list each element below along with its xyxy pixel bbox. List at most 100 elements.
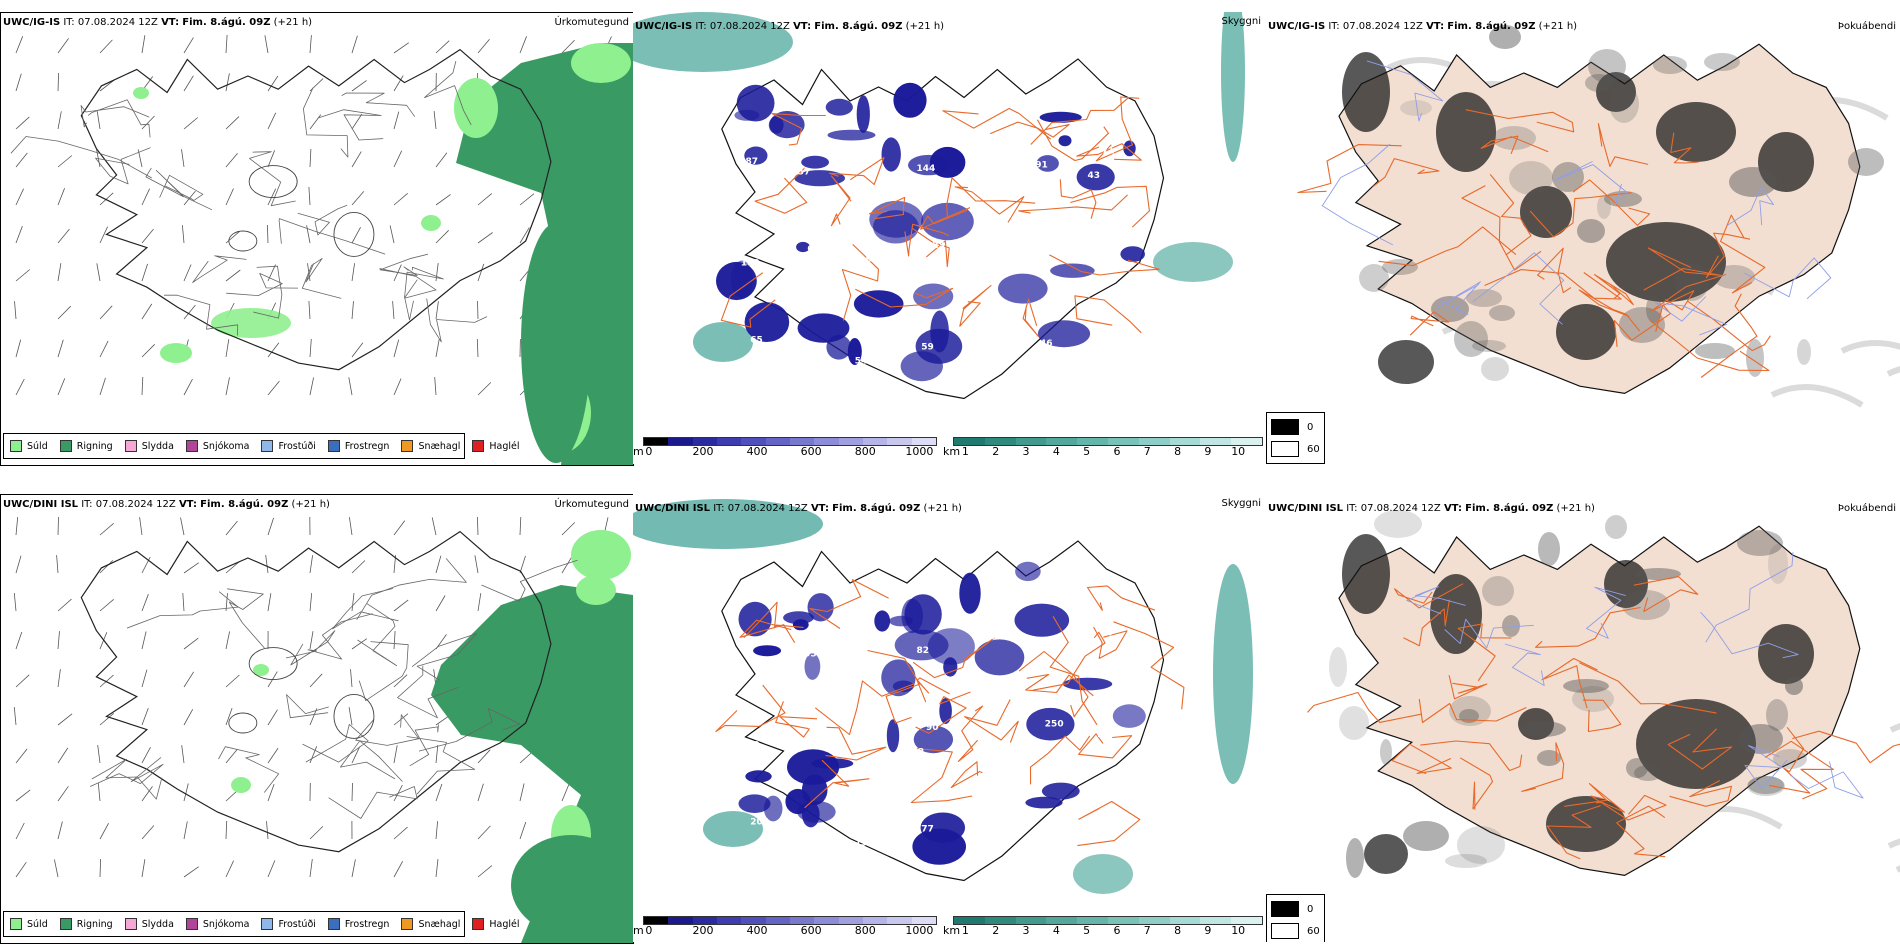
legend-label: Slydda <box>141 918 174 930</box>
wind-barb <box>57 38 69 54</box>
colorbar-tick: 400 <box>746 445 768 458</box>
wind-barb <box>96 111 101 130</box>
legend-label: Rigning <box>76 918 113 930</box>
wind-barb <box>393 861 404 878</box>
road-line <box>1077 800 1141 847</box>
road-line <box>1095 96 1140 162</box>
wind-barb <box>267 150 275 168</box>
low-cloud-area <box>825 98 853 116</box>
drizzle-area <box>253 664 269 676</box>
road-line <box>1597 123 1649 167</box>
wind-barb <box>435 595 446 612</box>
wind-barb <box>180 517 185 536</box>
ceiling-label: 24 <box>869 814 882 824</box>
ceiling-label: 110 <box>974 835 993 845</box>
fog-index-area <box>1656 102 1736 162</box>
drizzle-area <box>421 215 441 231</box>
legend-item: Frostregn <box>327 440 389 452</box>
colorbar-tick: 10 <box>1231 924 1246 937</box>
colorbar-strip <box>953 437 1263 446</box>
wind-barb <box>267 342 280 358</box>
road-line <box>1059 179 1097 219</box>
wind-barb <box>309 631 314 650</box>
colorbar-tick: 800 <box>854 924 876 937</box>
wind-barb <box>141 376 144 396</box>
colorbar-tick: 7 <box>1143 445 1151 458</box>
road-line <box>1022 298 1039 337</box>
wind-barb <box>141 594 149 612</box>
ceiling-label: 64 <box>974 353 987 363</box>
coastline <box>80 48 552 371</box>
road-line <box>1579 662 1717 714</box>
road-line <box>1435 281 1481 315</box>
fog-index-area <box>1605 515 1627 539</box>
wind-barb <box>99 79 115 92</box>
colorbar-tick: 7 <box>1143 924 1151 937</box>
road-line <box>95 147 151 185</box>
fog-index-area <box>1585 74 1613 92</box>
fog-index-area <box>1374 510 1422 538</box>
road-line <box>1037 119 1109 162</box>
fog-legend-row: 60 <box>1271 438 1320 460</box>
wind-barb <box>54 859 59 878</box>
wind-barb <box>97 745 101 764</box>
colorbar-tick: 2 <box>992 445 1000 458</box>
visibility-area <box>693 322 753 362</box>
low-cloud-area <box>763 795 783 822</box>
low-cloud-area <box>827 129 876 141</box>
fog-index-area <box>1596 72 1636 112</box>
road-line <box>1726 186 1775 226</box>
fog-index-area <box>1604 560 1648 608</box>
ceiling-label: 54 <box>855 357 868 367</box>
wind-barb <box>182 225 185 244</box>
wind-barb <box>267 860 276 878</box>
fog-legend: 0 60 <box>1266 412 1325 464</box>
wind-barb <box>141 35 146 54</box>
legend-item: Rigning <box>59 918 113 930</box>
road-line <box>1032 631 1106 691</box>
ceiling-label: 57 <box>1102 629 1115 639</box>
wind-barb <box>267 517 274 536</box>
wind-barb <box>393 826 408 840</box>
wind-barb <box>99 823 109 840</box>
ceiling-label: 65 <box>750 336 763 346</box>
road-line <box>904 223 950 257</box>
wind-barb <box>267 747 279 764</box>
road-line <box>226 273 299 296</box>
colorbar-tick: 0 <box>645 445 653 458</box>
road-line <box>1391 743 1452 775</box>
wind-barb <box>225 748 238 764</box>
colorbar-tick: 8 <box>1174 445 1182 458</box>
ceiling-label: 80 <box>983 632 996 642</box>
precip-map-row2 <box>13 516 633 943</box>
wind-barb <box>141 556 151 574</box>
wind-barb <box>309 377 314 396</box>
fog-index-area <box>1403 821 1449 851</box>
wind-barb <box>435 40 450 54</box>
wind-barb <box>309 114 322 130</box>
fog-index-area <box>1454 321 1488 357</box>
fog-index-area <box>1466 289 1502 307</box>
road-line <box>912 227 950 268</box>
low-cloud-area <box>886 719 900 753</box>
wind-barb <box>519 783 525 802</box>
road-line <box>356 558 467 620</box>
drizzle-area <box>571 43 631 83</box>
wind-barb <box>141 303 153 320</box>
low-cloud-area <box>792 619 809 631</box>
wind-barb <box>141 263 148 282</box>
wind-barb <box>309 673 323 688</box>
ceiling-label: 63 <box>912 266 925 276</box>
wind-barb <box>267 112 277 130</box>
wind-barb <box>393 745 398 764</box>
low-cloud-area <box>1112 704 1146 728</box>
ceiling-label: 83 <box>978 734 991 744</box>
legend-label: Frostúði <box>278 440 316 452</box>
map-header: UWC/DINI ISL IT: 07.08.2024 12Z VT: Fim.… <box>635 503 962 514</box>
legend-swatch <box>185 918 198 930</box>
road-line <box>1613 304 1671 347</box>
road-line <box>1484 269 1622 300</box>
road-line <box>1465 109 1575 133</box>
wind-barb <box>392 301 395 320</box>
road-line <box>1582 699 1622 733</box>
